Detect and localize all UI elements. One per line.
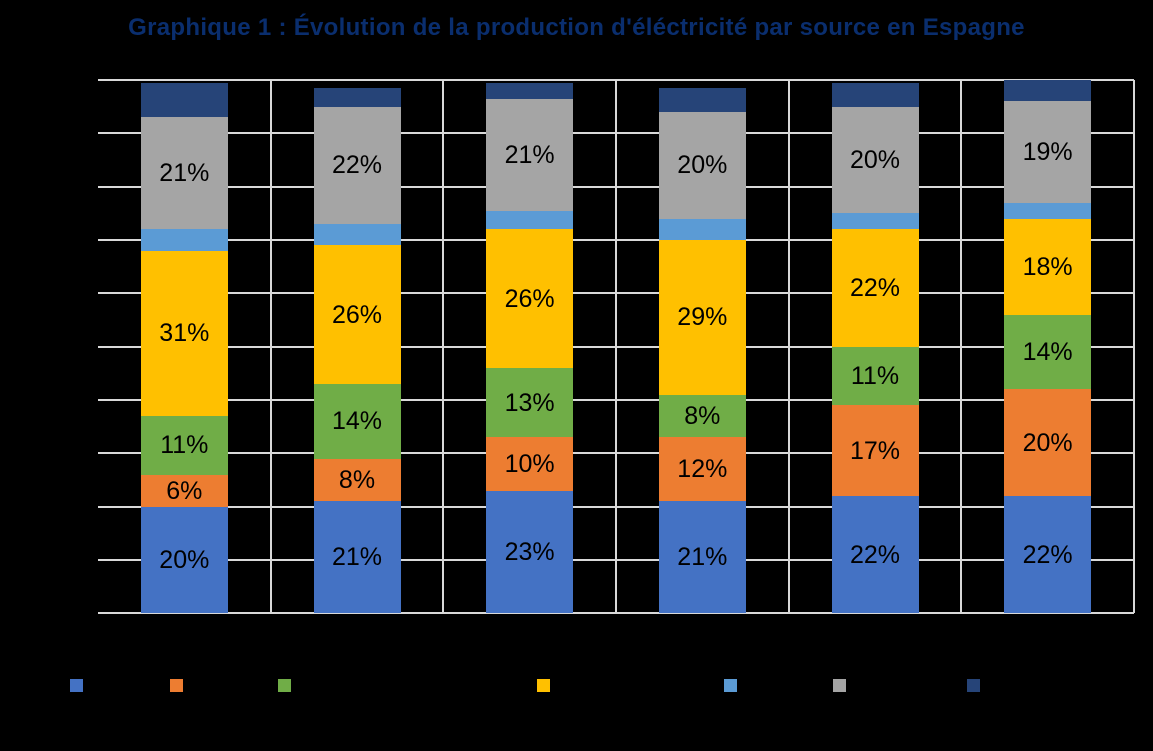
bar-segment-blue — [831, 495, 919, 614]
data-label-orange: 12% — [677, 455, 728, 484]
bar-segment-orange — [1004, 389, 1092, 496]
bar-segment-lightblue — [658, 218, 746, 240]
category-separator-line — [442, 80, 445, 614]
data-label-yellow: 26% — [504, 284, 555, 313]
data-label-green: 14% — [331, 407, 383, 436]
bar-segment-orange — [140, 474, 228, 507]
data-label-orange: 20% — [1022, 428, 1073, 457]
bar-segment-green — [658, 394, 746, 438]
bar-segment-yellow — [658, 239, 746, 395]
bar-segment-navy — [831, 82, 919, 107]
data-label-blue: 23% — [504, 537, 555, 566]
category-separator-line — [269, 80, 272, 614]
category-separator-line — [615, 80, 617, 614]
bar-segment-yellow — [1004, 218, 1092, 315]
bar-segment-green — [1004, 314, 1092, 390]
bar-segment-orange — [831, 405, 919, 496]
bar-segment-lightblue — [313, 223, 401, 246]
data-label-yellow: 29% — [677, 303, 728, 332]
bar-segment-green — [486, 367, 574, 438]
legend-swatch-gray — [833, 679, 846, 692]
data-label-green: 8% — [684, 401, 721, 430]
bar-segment-orange — [658, 437, 746, 502]
legend-swatch-green — [278, 679, 291, 692]
bar-segment-yellow — [140, 250, 228, 416]
data-label-yellow: 26% — [331, 300, 383, 329]
legend-swatch-lightblue — [724, 679, 737, 692]
legend-swatch-yellow — [537, 679, 550, 692]
data-label-blue: 22% — [849, 540, 901, 569]
bar-segment-green — [313, 383, 401, 459]
data-label-orange: 10% — [504, 449, 555, 478]
bar-segment-yellow — [831, 229, 919, 347]
data-label-green: 11% — [850, 361, 900, 390]
data-label-gray: 22% — [331, 151, 383, 180]
bar-segment-lightblue — [140, 229, 228, 251]
bar-segment-green — [140, 415, 228, 475]
bar-segment-blue — [658, 501, 746, 614]
bar-segment-gray — [658, 111, 746, 219]
category-separator-line — [960, 80, 963, 614]
data-label-blue: 21% — [331, 543, 383, 572]
bar-segment-blue — [1004, 495, 1092, 614]
category-separator-line — [1133, 80, 1135, 614]
data-label-blue: 20% — [159, 545, 210, 574]
category-separator-line — [787, 80, 790, 614]
bar-segment-navy — [1004, 80, 1092, 102]
data-label-green: 11% — [160, 431, 209, 460]
bar-segment-gray — [140, 117, 228, 230]
data-label-gray: 21% — [504, 140, 555, 169]
chart-title: Graphique 1 : Évolution de la production… — [128, 14, 1025, 41]
bar-segment-orange — [486, 437, 574, 491]
bar-segment-gray — [1004, 101, 1092, 203]
data-label-yellow: 31% — [159, 319, 210, 348]
bar-segment-yellow — [486, 229, 574, 368]
bar-segment-orange — [313, 458, 401, 502]
bar-segment-navy — [313, 87, 401, 107]
bar-segment-navy — [140, 82, 228, 118]
bar-segment-navy — [486, 82, 574, 99]
bar-segment-lightblue — [831, 213, 919, 230]
data-label-orange: 8% — [338, 465, 376, 494]
data-label-gray: 20% — [849, 145, 901, 174]
bar-segment-lightblue — [486, 210, 574, 230]
data-label-orange: 6% — [166, 476, 203, 505]
legend-swatch-navy — [967, 679, 980, 692]
bar-segment-green — [831, 346, 919, 406]
data-label-green: 13% — [504, 388, 555, 417]
data-label-gray: 21% — [159, 159, 210, 188]
x-axis-line — [98, 612, 1134, 615]
data-label-green: 14% — [1022, 337, 1073, 366]
data-label-gray: 20% — [677, 151, 728, 180]
bar-segment-gray — [486, 98, 574, 211]
bar-segment-blue — [486, 490, 574, 614]
data-label-gray: 19% — [1022, 137, 1073, 166]
bar-segment-yellow — [313, 245, 401, 384]
legend-swatch-orange — [170, 679, 183, 692]
bar-segment-blue — [313, 501, 401, 614]
data-label-yellow: 18% — [1022, 252, 1073, 281]
bar-segment-gray — [831, 106, 919, 214]
data-label-orange: 17% — [849, 436, 901, 465]
data-label-blue: 22% — [1022, 540, 1073, 569]
bar-segment-lightblue — [1004, 202, 1092, 219]
data-label-blue: 21% — [677, 543, 728, 572]
bar-segment-navy — [658, 87, 746, 112]
data-label-yellow: 22% — [849, 273, 901, 302]
bar-segment-gray — [313, 106, 401, 224]
legend-swatch-blue — [70, 679, 83, 692]
bar-segment-blue — [140, 506, 228, 614]
